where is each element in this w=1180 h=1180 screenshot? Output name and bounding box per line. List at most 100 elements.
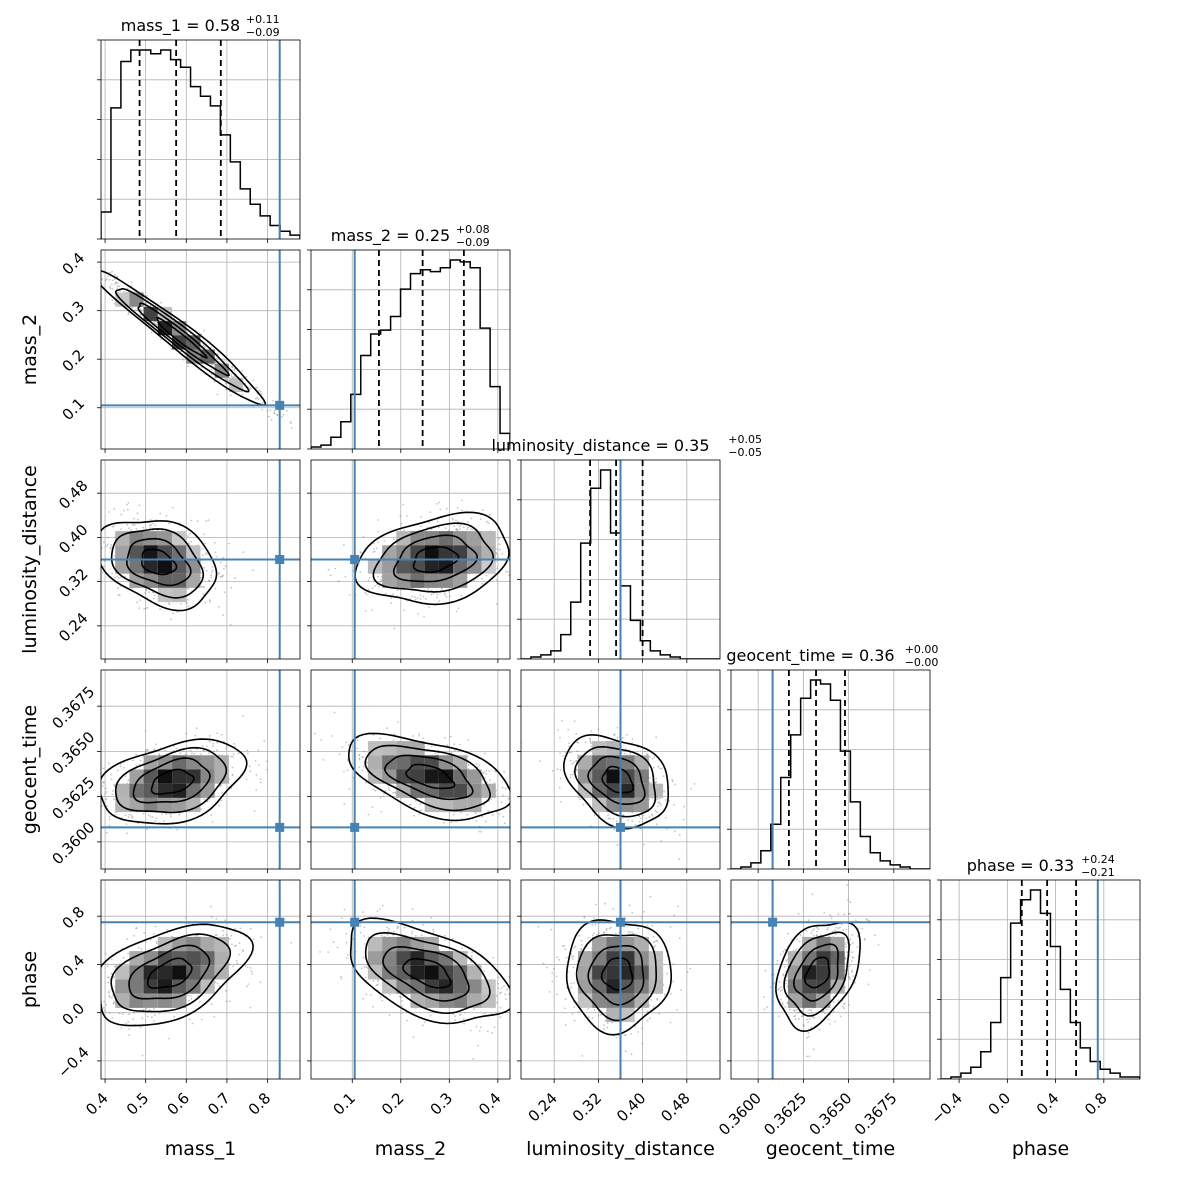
density-cell [453,797,468,813]
sample-point [495,552,498,554]
sample-point [149,527,151,530]
sample-point [559,736,561,739]
sample-point [216,741,219,744]
sample-point [144,301,146,303]
sample-point [106,976,109,979]
sample-point [467,739,470,741]
sample-point [113,965,116,968]
panel-title-mass_2: mass_2 = 0.25 [331,226,450,246]
sample-point [111,793,114,796]
sample-point [116,276,119,278]
sample-point [659,797,661,800]
density-cell [115,559,130,574]
sample-point [122,956,125,959]
sample-point [496,567,499,570]
sample-point [96,1017,98,1019]
sample-point [501,786,504,789]
sample-point [459,525,461,528]
sample-point [522,793,524,795]
sample-point [534,784,536,786]
sample-point [205,552,208,555]
sample-point [225,378,228,380]
sample-point [97,523,99,525]
sample-point [346,769,349,772]
sample-point [139,599,142,601]
sample-point [194,734,197,737]
sample-point [246,749,249,752]
sample-point [624,748,627,750]
sample-point [131,816,134,819]
sample-point [419,598,422,600]
sample-point [483,804,485,806]
sample-point [470,517,473,520]
sample-point [223,567,225,570]
sample-point [117,282,119,284]
sample-point [556,831,558,833]
sample-point [132,1018,135,1020]
contour-level [110,528,205,599]
sample-point [575,732,578,735]
density-cell [115,545,130,560]
sample-point [575,760,578,762]
sample-point [131,815,134,818]
sample-point [229,938,231,940]
sample-point [105,278,108,281]
sample-point [225,1000,228,1003]
sample-point [393,538,395,541]
density-cell [129,965,144,980]
sample-point [494,770,496,772]
sample-point [615,820,618,823]
sample-point [379,796,382,799]
sample-point [396,589,399,592]
sample-point [375,547,378,550]
sample-point [367,813,370,816]
sample-point [268,415,270,418]
sample-point [152,1020,155,1022]
sample-point [524,776,526,778]
truth-marker [350,555,360,564]
density-cell [424,559,439,574]
sample-point [459,523,462,526]
sample-point [393,627,396,630]
sample-point [195,727,198,730]
sample-point [94,985,96,987]
sample-point [445,596,448,598]
histogram-panel-luminosity_distance [517,459,721,663]
sample-point [343,770,345,773]
sample-point [251,569,254,571]
sample-point [412,735,414,737]
sample-point [242,551,245,554]
sample-point [95,268,97,270]
sample-point [443,592,446,594]
sample-point [153,747,156,750]
sample-point [257,749,260,752]
sample-point [165,514,168,517]
sample-point [234,945,236,948]
sample-point [225,747,228,750]
density-cell [634,797,649,813]
sample-point [260,393,263,395]
sample-point [249,927,252,930]
sample-point [485,773,488,775]
sample-point [383,540,386,542]
sample-point [650,781,652,784]
sample-point [569,773,572,776]
sample-point [392,791,395,794]
density-cell [172,769,187,784]
sample-point [148,591,151,594]
sample-point [136,601,139,604]
sample-point [453,813,455,816]
sample-point [115,281,118,284]
sample-point [130,284,133,287]
sample-point [452,519,454,521]
sample-point [97,826,99,828]
sample-point [168,602,170,604]
sample-point [649,755,651,758]
sample-point [513,555,515,557]
sample-point [99,263,101,265]
sample-point [111,789,114,792]
sample-point [402,503,405,506]
sample-point [403,529,406,531]
sample-point [53,240,55,242]
density-cell [606,755,621,770]
